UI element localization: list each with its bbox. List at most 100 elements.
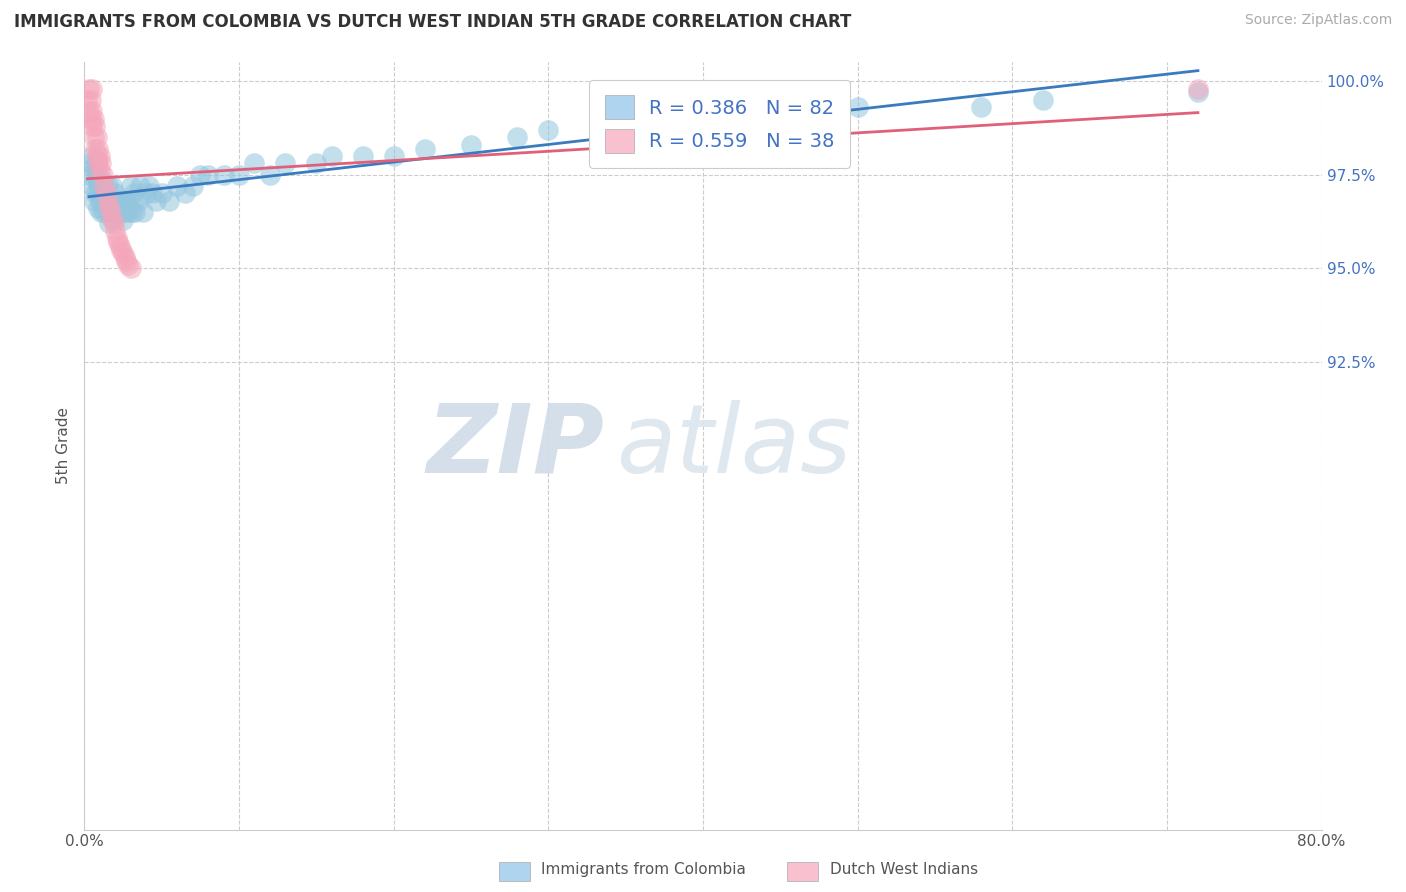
Point [127, 194, 149, 208]
Point [77, 168, 100, 182]
Point [87, 168, 110, 182]
Text: Immigrants from Colombia: Immigrants from Colombia [541, 863, 747, 877]
Point [100, 205, 122, 219]
Legend: R = 0.386   N = 82, R = 0.559   N = 38: R = 0.386 N = 82, R = 0.559 N = 38 [589, 79, 851, 168]
Point [723, 112, 745, 126]
Point [352, 149, 374, 163]
Point [86, 156, 108, 170]
Point [243, 156, 266, 170]
Point [382, 149, 405, 163]
Point [506, 130, 529, 145]
Point [110, 194, 132, 208]
Text: ZIP: ZIP [426, 400, 605, 492]
Point [79, 156, 101, 170]
Point [77, 104, 100, 119]
Point [91, 194, 114, 208]
Point [103, 216, 125, 230]
Point [107, 235, 129, 249]
Point [83, 160, 105, 174]
Point [115, 194, 138, 208]
Text: atlas: atlas [616, 400, 852, 492]
Point [94, 194, 117, 208]
Point [661, 119, 683, 133]
Point [90, 186, 112, 201]
Point [83, 112, 105, 126]
Point [87, 202, 110, 216]
Point [614, 119, 637, 133]
Point [145, 194, 167, 208]
Point [86, 175, 108, 189]
Point [96, 194, 118, 208]
Point [110, 243, 132, 257]
Point [174, 186, 197, 201]
Point [86, 149, 108, 163]
Point [114, 250, 136, 264]
Point [82, 81, 104, 95]
Point [159, 194, 180, 208]
Point [94, 186, 117, 201]
Point [1187, 81, 1209, 95]
Point [105, 205, 128, 219]
Point [101, 212, 124, 227]
Point [413, 141, 436, 155]
Point [115, 253, 138, 268]
Point [274, 156, 297, 170]
Point [87, 156, 110, 170]
Point [83, 130, 105, 145]
Point [82, 119, 104, 133]
Point [132, 205, 155, 219]
Point [135, 186, 157, 201]
Point [259, 168, 281, 182]
Point [105, 231, 128, 245]
Point [692, 112, 714, 126]
Point [84, 186, 107, 201]
Point [89, 178, 111, 193]
Point [197, 168, 219, 182]
Point [120, 178, 142, 193]
Point [103, 212, 125, 227]
Point [93, 178, 115, 193]
Point [460, 137, 482, 152]
Point [79, 112, 101, 126]
Point [228, 168, 250, 182]
Point [84, 168, 107, 182]
Point [101, 178, 124, 193]
Point [138, 178, 160, 193]
Point [87, 186, 110, 201]
Point [82, 104, 104, 119]
Point [114, 205, 136, 219]
Point [117, 258, 139, 272]
Point [112, 212, 135, 227]
Point [82, 178, 104, 193]
Point [98, 194, 121, 208]
Point [117, 205, 139, 219]
Point [150, 186, 173, 201]
Point [76, 93, 98, 107]
Point [537, 123, 560, 137]
Point [83, 194, 105, 208]
Point [166, 178, 188, 193]
Point [104, 186, 127, 201]
Text: Source: ZipAtlas.com: Source: ZipAtlas.com [1244, 13, 1392, 28]
Point [122, 186, 145, 201]
Point [1187, 86, 1209, 100]
Point [98, 216, 121, 230]
Point [93, 186, 115, 201]
Point [181, 178, 204, 193]
Point [89, 164, 111, 178]
Point [112, 246, 135, 260]
Point [120, 261, 142, 276]
Point [96, 205, 118, 219]
Point [188, 168, 211, 182]
Point [305, 156, 328, 170]
Point [101, 194, 124, 208]
Point [96, 178, 118, 193]
Y-axis label: 5th Grade: 5th Grade [56, 408, 72, 484]
Text: IMMIGRANTS FROM COLOMBIA VS DUTCH WEST INDIAN 5TH GRADE CORRELATION CHART: IMMIGRANTS FROM COLOMBIA VS DUTCH WEST I… [14, 13, 852, 31]
Point [90, 205, 112, 219]
Point [91, 175, 114, 189]
Point [86, 130, 108, 145]
Point [846, 100, 869, 114]
Point [82, 149, 104, 163]
Point [84, 119, 107, 133]
